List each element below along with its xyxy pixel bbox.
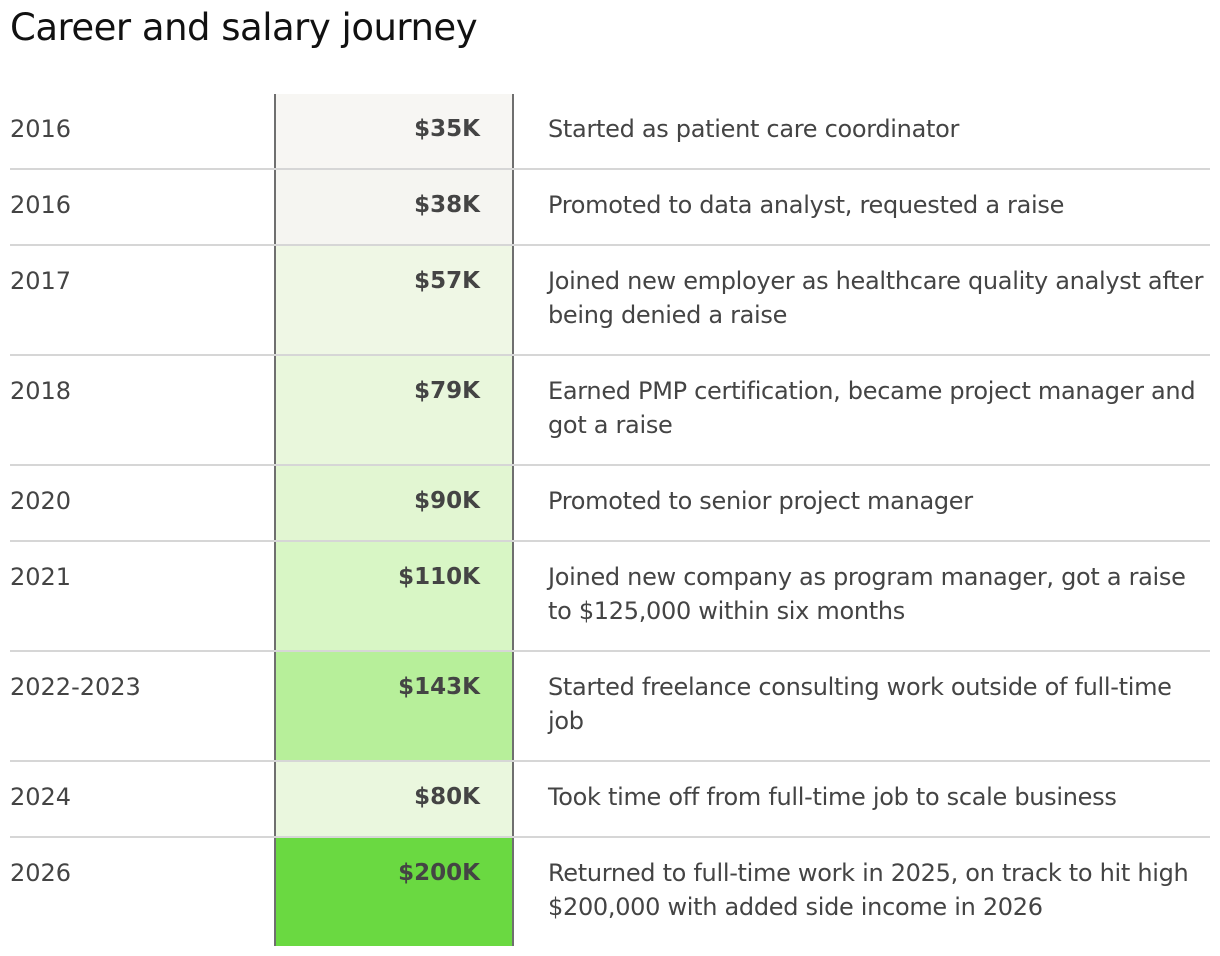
- salary-value: $80K: [414, 784, 480, 810]
- year-cell: 2020: [10, 487, 72, 515]
- year-cell: 2024: [10, 783, 72, 811]
- description-cell: Returned to full-time work in 2025, on t…: [548, 859, 1189, 921]
- year-cell: 2021: [10, 563, 72, 591]
- salary-cell: $90K: [274, 466, 514, 540]
- description-cell: Joined new employer as healthcare qualit…: [548, 267, 1204, 329]
- salary-cell: $79K: [274, 356, 514, 464]
- salary-value: $57K: [414, 268, 480, 294]
- salary-cell: $35K: [274, 94, 514, 168]
- salary-value: $90K: [414, 488, 480, 514]
- salary-cell: $110K: [274, 542, 514, 650]
- salary-cell: $200K: [274, 838, 514, 946]
- year-cell: 2018: [10, 377, 72, 405]
- salary-value: $38K: [414, 192, 480, 218]
- table-row: 2026 $200K Returned to full-time work in 2…: [10, 838, 1210, 946]
- salary-value: $110K: [398, 564, 480, 590]
- year-cell: 2016: [10, 191, 72, 219]
- year-cell: 2017: [10, 267, 72, 295]
- description-cell: Earned PMP certification, became project…: [548, 377, 1196, 439]
- table-row: 2016 $35K Started as patient care coordina…: [10, 94, 1210, 170]
- table-row: 2021 $110K Joined new company as program m…: [10, 542, 1210, 652]
- salary-cell: $57K: [274, 246, 514, 354]
- description-cell: Joined new company as program manager, g…: [548, 563, 1186, 625]
- salary-cell: $80K: [274, 762, 514, 836]
- description-cell: Started as patient care coordinator: [548, 115, 960, 143]
- description-cell: Started freelance consulting work outsid…: [548, 673, 1172, 735]
- table-row: 2018 $79K Earned PMP certification, became…: [10, 356, 1210, 466]
- chart-title: Career and salary journey: [10, 6, 478, 49]
- year-cell: 2016: [10, 115, 72, 143]
- description-cell: Took time off from full-time job to scal…: [548, 783, 1117, 811]
- salary-cell: $143K: [274, 652, 514, 760]
- salary-value: $200K: [398, 860, 480, 886]
- table-row: 2024 $80K Took time off from full-time job…: [10, 762, 1210, 838]
- year-cell: 2026: [10, 859, 72, 887]
- description-cell: Promoted to data analyst, requested a ra…: [548, 191, 1065, 219]
- description-cell: Promoted to senior project manager: [548, 487, 973, 515]
- salary-value: $79K: [414, 378, 480, 404]
- salary-value: $143K: [398, 674, 480, 700]
- year-cell: 2022-2023: [10, 673, 141, 701]
- salary-cell: $38K: [274, 170, 514, 244]
- table-row: 2016 $38K Promoted to data analyst, reques…: [10, 170, 1210, 246]
- table-row: 2017 $57K Joined new employer as healthcar…: [10, 246, 1210, 356]
- table-row: 2022-2023 $143K Started freelance consulti…: [10, 652, 1210, 762]
- salary-table: 2016 $35K Started as patient care coordina…: [10, 94, 1210, 946]
- table-row: 2020 $90K Promoted to senior project manag…: [10, 466, 1210, 542]
- salary-value: $35K: [414, 116, 480, 142]
